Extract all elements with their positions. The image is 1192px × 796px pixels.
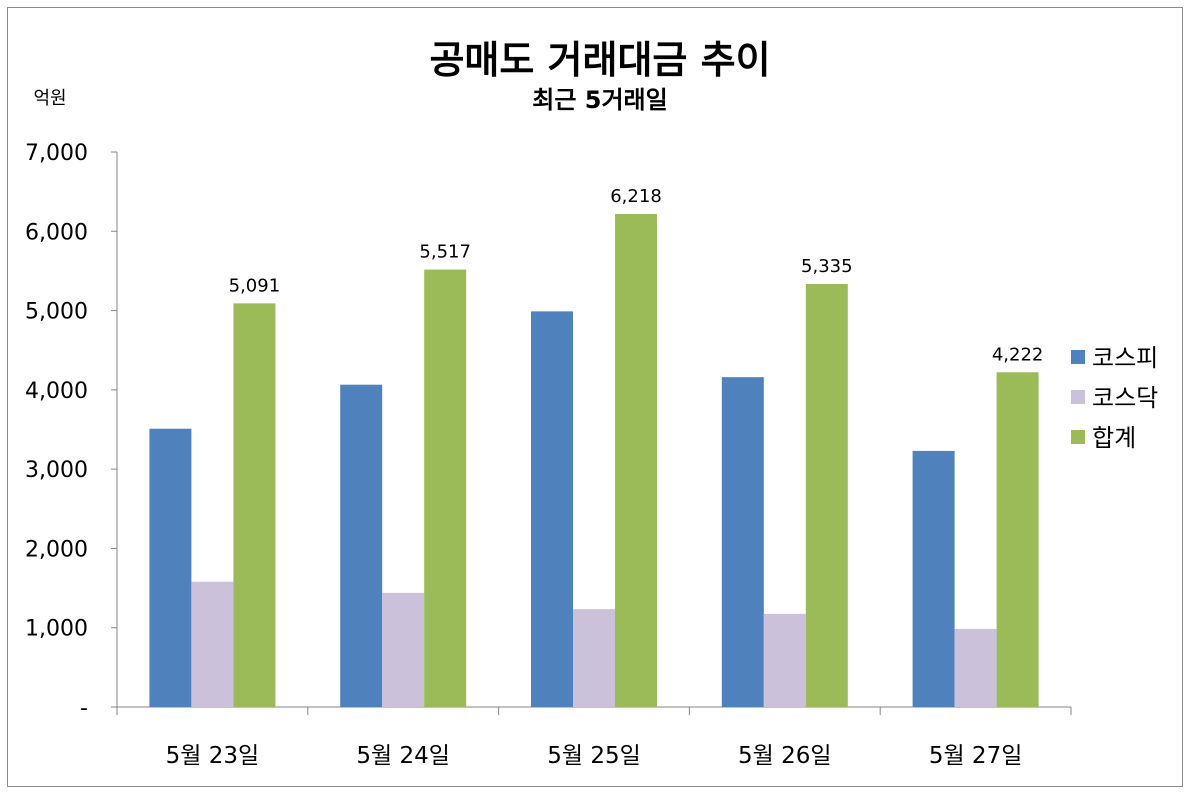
y-tick-label: 1,000 [25,617,88,642]
y-tick-label: 3,000 [25,458,88,483]
data-label: 4,222 [992,344,1044,365]
bar-코스닥-4 [763,613,806,707]
y-tick-label: 7,000 [25,141,88,166]
bars [149,214,1039,707]
legend-swatch-코스피 [1071,350,1085,364]
legend-label: 코스닥 [1092,384,1158,412]
bar-합계-1 [233,303,276,707]
y-tick-label: 4,000 [25,379,88,404]
x-tick-label: 5월 25일 [547,743,641,769]
data-label: 6,218 [610,186,662,207]
x-tick-label: 5월 27일 [929,743,1023,769]
y-tick-label: - [80,696,88,721]
chart-title: 공매도 거래대금 추이 [429,38,770,82]
bar-코스피-3 [531,311,573,707]
legend-label: 합계 [1092,424,1136,452]
y-tick-label: 6,000 [25,220,88,245]
y-axis-unit-label: 억원 [33,88,66,109]
x-tick-label: 5월 24일 [356,743,450,769]
axes: - 1,000 2,000 3,000 4,000 5,000 6,000 7,000 5월 2… [25,141,1072,769]
data-label: 5,517 [419,242,471,263]
bar-코스닥-3 [573,609,615,707]
bar-코스닥-2 [382,592,425,707]
legend-swatch-코스닥 [1071,390,1085,404]
data-label: 5,091 [229,275,281,296]
bar-합계-3 [615,214,657,707]
data-labels: 5,091 5,517 6,218 5,335 4,222 [229,186,1044,365]
legend-swatch-합계 [1071,430,1085,444]
chart-subtitle: 최근 5거래일 [532,86,667,114]
x-tick-label: 5월 23일 [166,743,260,769]
bar-합계-4 [805,284,848,707]
x-tick-label: 5월 26일 [738,743,832,769]
bar-합계-5 [996,372,1039,707]
y-tick-label: 2,000 [25,537,88,562]
bar-코스피-4 [721,377,764,707]
bar-코스닥-5 [954,628,997,707]
bar-코스피-5 [912,450,955,707]
bar-코스피-2 [340,384,383,707]
y-tick-label: 5,000 [25,300,88,325]
bar-코스피-1 [149,428,192,707]
bar-합계-2 [424,269,467,707]
legend-label: 코스피 [1092,344,1158,372]
bar-코스닥-1 [191,581,234,707]
data-label: 5,335 [801,256,853,277]
